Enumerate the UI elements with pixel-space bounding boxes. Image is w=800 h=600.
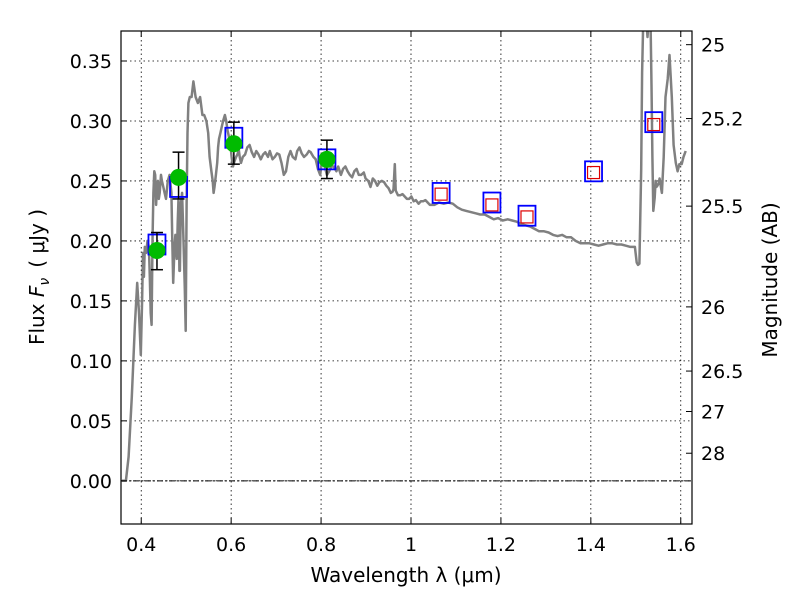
- model-band-square: [517, 204, 537, 227]
- y-tick-label: 0.10: [70, 351, 112, 373]
- y-tick-label: 0.25: [70, 171, 112, 193]
- y-tick-label: 0.35: [70, 51, 112, 73]
- y-axis-label-var: F: [25, 285, 49, 297]
- y2-axis-label: Magnitude (AB): [758, 202, 782, 357]
- y-axis-label-sub: ν: [37, 278, 53, 286]
- x-axis-label: Wavelength λ (μm): [310, 563, 501, 587]
- observed-point: [318, 150, 336, 168]
- y-tick-label: 0.00: [70, 471, 112, 493]
- y-axis-label: Flux Fν ( μJy ): [25, 209, 53, 345]
- y2-tick-label: 25: [701, 35, 725, 57]
- observed-point: [170, 168, 188, 186]
- y-tick-label: 0.30: [70, 111, 112, 133]
- y-tick-label: 0.15: [70, 291, 112, 313]
- nir-band-square: [485, 198, 499, 212]
- sed-model-line: [121, 31, 687, 483]
- y2-tick-label: 26.5: [701, 361, 743, 383]
- observed-point: [148, 242, 166, 260]
- y-axis-ticks: 0.00 0.05 0.10 0.15 0.20 0.25 0.30 0.35: [70, 51, 127, 493]
- x-tick-label: 0.6: [216, 534, 246, 556]
- x-tick-label: 1.6: [666, 534, 696, 556]
- plot-area: [121, 31, 687, 483]
- grid: [121, 31, 692, 524]
- y-tick-label: 0.20: [70, 231, 112, 253]
- nir-band-markers: [434, 117, 661, 224]
- y-axis-label-prefix: Flux: [25, 297, 49, 345]
- y-axis-label-unit: ( μJy ): [25, 209, 49, 268]
- axes-frame: [120, 30, 693, 525]
- nir-band-square: [434, 187, 448, 201]
- model-band-square: [431, 182, 451, 204]
- nir-band-square: [647, 117, 661, 132]
- y2-tick-label: 26: [701, 297, 725, 319]
- model-band-square: [644, 111, 664, 134]
- observed-point: [225, 135, 243, 153]
- model-band-square: [482, 191, 502, 214]
- x-tick-label: 1.4: [576, 534, 606, 556]
- y2-tick-label: 25.2: [701, 109, 743, 131]
- y-tick-label: 0.05: [70, 411, 112, 433]
- model-band-square: [584, 160, 603, 183]
- y2-tick-label: 28: [701, 443, 725, 465]
- x-tick-label: 1.2: [486, 534, 516, 556]
- y2-axis-ticks: 25 25.2 25.5 26 26.5 27 28: [686, 35, 743, 465]
- nir-band-square: [586, 165, 601, 180]
- model-band-markers: [147, 111, 664, 256]
- y2-tick-label: 27: [701, 401, 725, 423]
- x-axis-ticks: 0.4 0.6 0.8 1 1.2 1.4 1.6: [126, 31, 696, 556]
- y2-tick-label: 25.5: [701, 196, 743, 218]
- x-tick-label: 1: [405, 534, 417, 556]
- x-tick-label: 0.4: [126, 534, 156, 556]
- x-tick-label: 0.8: [306, 534, 336, 556]
- nir-band-square: [520, 210, 534, 224]
- observed-points: [148, 121, 336, 271]
